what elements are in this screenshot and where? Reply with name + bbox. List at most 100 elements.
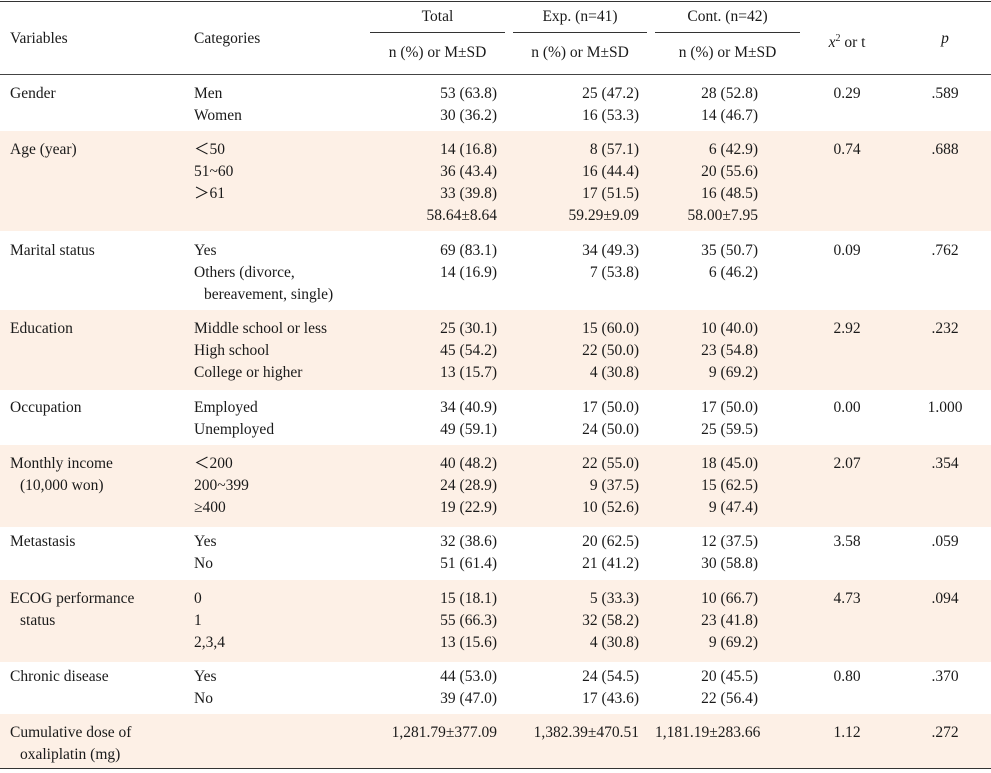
variable-cell: Age (year) xyxy=(10,139,190,161)
total-cell-line: 58.64±8.64 xyxy=(426,207,497,224)
exp-cell: 25 (47.2) 16 (53.3) xyxy=(513,83,639,127)
exp-cell-line: 7 (53.8) xyxy=(589,264,639,281)
total-cell-line: 36 (43.4) xyxy=(440,163,497,180)
cont-cell-line: 9 (47.4) xyxy=(708,499,758,516)
cont-cell-line: 10 (66.7) xyxy=(701,590,758,607)
cont-subrule xyxy=(655,32,800,33)
cont-cell: 10 (40.0) 23 (54.8) 9 (69.2) xyxy=(655,318,758,384)
variable-cell: Monthly income (10,000 won) xyxy=(10,453,190,497)
total-cell: 14 (16.8) 36 (43.4) 33 (39.8) 58.64±8.64 xyxy=(370,139,497,227)
exp-cell-line: 59.29±9.09 xyxy=(568,207,639,224)
cont-cell-line xyxy=(655,284,758,306)
variable-cell: Education xyxy=(10,318,190,340)
exp-cell-line: 22 (55.0) xyxy=(582,455,639,472)
total-cell-line: 1,281.79±377.09 xyxy=(391,724,497,741)
categories-cell-line: Yes xyxy=(194,242,217,259)
cont-cell: 28 (52.8) 14 (46.7) xyxy=(655,83,758,127)
categories-cell: Yes Others (divorce, bereavement, single) xyxy=(194,240,374,306)
total-cell-line: 19 (22.9) xyxy=(440,499,497,516)
total-cell: 44 (53.0) 39 (47.0) xyxy=(370,666,497,710)
exp-cell-line: 16 (44.4) xyxy=(582,163,639,180)
exp-cell-line: 4 (30.8) xyxy=(589,634,639,651)
exp-cell: 22 (55.0) 9 (37.5) 10 (52.6) xyxy=(513,453,639,519)
variable-cell-line: Cumulative dose of xyxy=(10,724,132,741)
header-cont-sub: n (%) or M±SD xyxy=(678,44,777,61)
p-value-cell: .589 xyxy=(931,85,959,102)
cont-cell: 10 (66.7) 23 (41.8) 9 (69.2) xyxy=(655,588,758,654)
cont-cell-line: 58.00±7.95 xyxy=(687,207,758,224)
stat-cell: 1.12 xyxy=(833,724,861,741)
stat-cell: 3.58 xyxy=(833,533,861,550)
categories-cell: Men Women xyxy=(194,83,374,127)
exp-cell: 20 (62.5) 21 (41.2) xyxy=(513,531,639,575)
total-cell-line: 51 (61.4) xyxy=(440,555,497,572)
categories-cell-line: bereavement, single) xyxy=(204,286,334,303)
categories-cell: Employed Unemployed xyxy=(194,397,374,441)
cont-cell-line: 20 (45.5) xyxy=(701,668,758,685)
cont-cell-line: 1,181.19±283.66 xyxy=(655,724,761,741)
variable-cell-line: Education xyxy=(10,320,73,337)
variable-cell: Marital status xyxy=(10,240,190,262)
stat-cell: 4.73 xyxy=(833,590,861,607)
cont-cell-line: 16 (48.5) xyxy=(701,185,758,202)
exp-cell-line: 9 (37.5) xyxy=(589,477,639,494)
variable-cell-line: Chronic disease xyxy=(10,668,109,685)
total-cell: 32 (38.6) 51 (61.4) xyxy=(370,531,497,575)
total-cell: 25 (30.1) 45 (54.2) 13 (15.7) xyxy=(370,318,497,384)
categories-cell-line: Yes xyxy=(194,533,217,550)
exp-cell-line: 16 (53.3) xyxy=(582,107,639,124)
categories-cell-line xyxy=(194,722,374,744)
total-cell-line: 30 (36.2) xyxy=(440,107,497,124)
header-total-sub: n (%) or M±SD xyxy=(388,44,487,61)
categories-cell: ＜200 200~399 ≥400 xyxy=(194,453,374,519)
variable-cell: Chronic disease xyxy=(10,666,190,688)
total-cell-line: 69 (83.1) xyxy=(440,242,497,259)
header-chi-sup: 2 xyxy=(835,33,841,44)
exp-cell: 5 (33.3) 32 (58.2) 4 (30.8) xyxy=(513,588,639,654)
categories-cell-line: Others (divorce, xyxy=(194,264,295,281)
variable-cell: Metastasis xyxy=(10,531,190,553)
variable-cell-line: Gender xyxy=(10,85,56,102)
total-cell-line: 55 (66.3) xyxy=(440,612,497,629)
header-exp-sub: n (%) or M±SD xyxy=(531,44,629,61)
total-cell-line: 14 (16.8) xyxy=(440,141,497,158)
stat-cell: 0.80 xyxy=(833,668,861,685)
cont-cell-line: 28 (52.8) xyxy=(701,85,758,102)
exp-cell: 24 (54.5) 17 (43.6) xyxy=(513,666,639,710)
exp-cell-line: 5 (33.3) xyxy=(589,590,639,607)
exp-cell-line xyxy=(513,284,639,306)
exp-cell: 1,382.39±470.51 xyxy=(513,722,639,744)
p-value-cell: .094 xyxy=(931,590,959,607)
stat-cell: 0.00 xyxy=(833,399,861,416)
cont-cell-line: 20 (55.6) xyxy=(701,163,758,180)
categories-cell-line: College or higher xyxy=(194,364,303,381)
row-band xyxy=(0,131,991,231)
categories-cell-line: Yes xyxy=(194,668,217,685)
categories-cell-line: Men xyxy=(194,85,223,102)
variable-cell-line: oxaliplatin (mg) xyxy=(20,746,121,763)
row-band xyxy=(0,714,991,768)
cont-cell-line: 15 (62.5) xyxy=(701,477,758,494)
total-cell-line: 32 (38.6) xyxy=(440,533,497,550)
cont-cell-line: 10 (40.0) xyxy=(701,320,758,337)
categories-cell-line: Women xyxy=(194,107,242,124)
exp-cell-line: 24 (50.0) xyxy=(582,421,639,438)
top-rule xyxy=(0,1,991,2)
cont-cell-line: 22 (56.4) xyxy=(701,690,758,707)
variable-cell: Gender xyxy=(10,83,190,105)
cont-cell: 35 (50.7) 6 (46.2) xyxy=(655,240,758,306)
exp-cell-line: 22 (50.0) xyxy=(582,342,639,359)
categories-cell-line: Employed xyxy=(194,399,258,416)
cont-cell: 20 (45.5) 22 (56.4) xyxy=(655,666,758,710)
exp-cell-line: 17 (43.6) xyxy=(582,690,639,707)
total-cell-line: 34 (40.9) xyxy=(440,399,497,416)
stat-cell: 2.07 xyxy=(833,455,861,472)
categories-cell-line: Middle school or less xyxy=(194,320,328,337)
total-cell-line: 13 (15.6) xyxy=(440,634,497,651)
cont-cell-line: 23 (54.8) xyxy=(701,342,758,359)
categories-cell-line: ＞61 xyxy=(194,185,226,202)
total-cell: 40 (48.2) 24 (28.9) 19 (22.9) xyxy=(370,453,497,519)
total-subrule xyxy=(370,32,505,33)
cont-cell-line: 18 (45.0) xyxy=(701,455,758,472)
bottom-rule xyxy=(0,768,991,769)
